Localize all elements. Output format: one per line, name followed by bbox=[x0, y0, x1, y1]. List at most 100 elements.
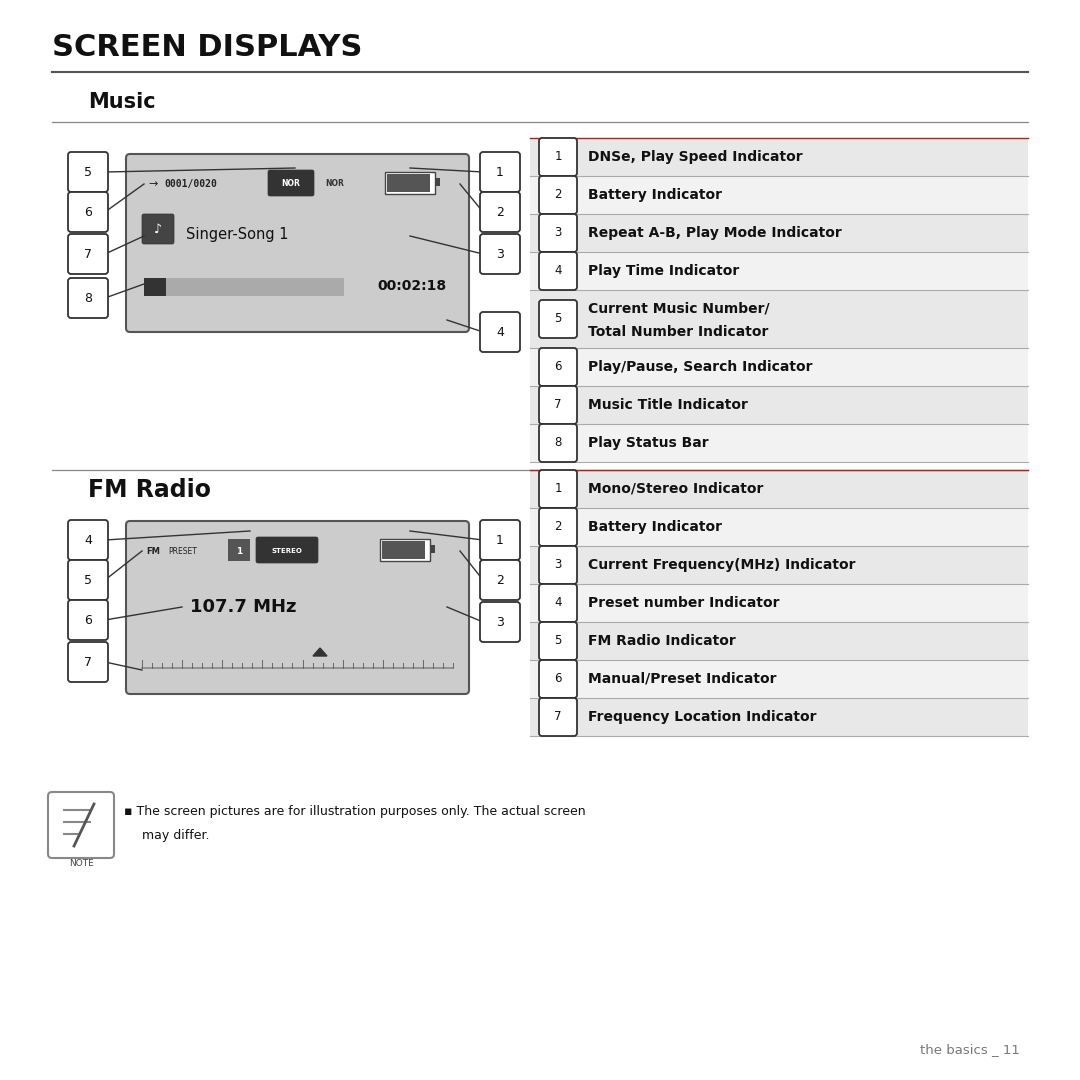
FancyBboxPatch shape bbox=[539, 698, 577, 735]
FancyBboxPatch shape bbox=[539, 584, 577, 622]
Text: FM Radio: FM Radio bbox=[87, 478, 211, 502]
Text: NOTE: NOTE bbox=[69, 860, 93, 868]
Text: PRESET: PRESET bbox=[168, 546, 197, 555]
Bar bbox=[144, 278, 345, 296]
FancyBboxPatch shape bbox=[480, 602, 519, 642]
FancyBboxPatch shape bbox=[539, 300, 577, 338]
Bar bbox=[530, 386, 1028, 424]
FancyBboxPatch shape bbox=[539, 348, 577, 386]
FancyBboxPatch shape bbox=[539, 660, 577, 698]
Text: 6: 6 bbox=[554, 673, 562, 686]
FancyBboxPatch shape bbox=[480, 312, 519, 352]
FancyBboxPatch shape bbox=[480, 561, 519, 600]
Bar bbox=[530, 660, 1028, 698]
Text: 107.7 MHz: 107.7 MHz bbox=[190, 598, 297, 616]
Bar bbox=[382, 541, 426, 559]
Text: 5: 5 bbox=[554, 312, 562, 325]
Text: STEREO: STEREO bbox=[271, 548, 302, 554]
FancyBboxPatch shape bbox=[480, 192, 519, 232]
Bar bbox=[530, 698, 1028, 735]
Text: 4: 4 bbox=[84, 534, 92, 546]
FancyBboxPatch shape bbox=[539, 508, 577, 546]
Bar bbox=[530, 214, 1028, 252]
Text: 6: 6 bbox=[84, 205, 92, 218]
FancyBboxPatch shape bbox=[539, 424, 577, 462]
Text: Preset number Indicator: Preset number Indicator bbox=[588, 596, 780, 610]
Bar bbox=[530, 252, 1028, 291]
Text: Play/Pause, Search Indicator: Play/Pause, Search Indicator bbox=[588, 360, 812, 374]
Text: may differ.: may differ. bbox=[141, 829, 210, 842]
Text: 3: 3 bbox=[554, 227, 562, 240]
FancyBboxPatch shape bbox=[68, 561, 108, 600]
Bar bbox=[530, 622, 1028, 660]
Text: 5: 5 bbox=[554, 634, 562, 648]
Text: SCREEN DISPLAYS: SCREEN DISPLAYS bbox=[52, 33, 363, 63]
Text: 3: 3 bbox=[554, 558, 562, 571]
Text: 3: 3 bbox=[496, 247, 504, 260]
FancyBboxPatch shape bbox=[539, 546, 577, 584]
Text: 7: 7 bbox=[84, 247, 92, 260]
Text: Frequency Location Indicator: Frequency Location Indicator bbox=[588, 710, 816, 724]
Text: Current Frequency(MHz) Indicator: Current Frequency(MHz) Indicator bbox=[588, 558, 855, 572]
Text: ▪ The screen pictures are for illustration purposes only. The actual screen: ▪ The screen pictures are for illustrati… bbox=[124, 806, 585, 819]
Text: 2: 2 bbox=[554, 521, 562, 534]
FancyBboxPatch shape bbox=[68, 600, 108, 640]
Text: 6: 6 bbox=[554, 361, 562, 374]
Text: FM: FM bbox=[146, 546, 160, 555]
FancyBboxPatch shape bbox=[539, 176, 577, 214]
Text: Battery Indicator: Battery Indicator bbox=[588, 188, 723, 202]
Text: 7: 7 bbox=[554, 711, 562, 724]
Text: 7: 7 bbox=[554, 399, 562, 411]
Text: 1: 1 bbox=[235, 546, 242, 555]
Text: NOR: NOR bbox=[282, 179, 300, 189]
FancyBboxPatch shape bbox=[68, 192, 108, 232]
FancyBboxPatch shape bbox=[539, 470, 577, 508]
Text: Play Status Bar: Play Status Bar bbox=[588, 436, 708, 450]
Text: NOR: NOR bbox=[325, 179, 343, 189]
Text: Repeat A-B, Play Mode Indicator: Repeat A-B, Play Mode Indicator bbox=[588, 226, 841, 240]
FancyBboxPatch shape bbox=[68, 278, 108, 318]
FancyBboxPatch shape bbox=[539, 214, 577, 252]
Text: Current Music Number/: Current Music Number/ bbox=[588, 301, 770, 315]
Text: ♪: ♪ bbox=[154, 222, 162, 235]
Polygon shape bbox=[313, 648, 327, 656]
Bar bbox=[530, 291, 1028, 348]
Text: 1: 1 bbox=[554, 483, 562, 496]
Bar bbox=[530, 424, 1028, 462]
Text: 1: 1 bbox=[496, 165, 504, 178]
Text: Mono/Stereo Indicator: Mono/Stereo Indicator bbox=[588, 482, 764, 496]
FancyBboxPatch shape bbox=[480, 519, 519, 561]
Bar bbox=[384, 172, 435, 194]
FancyBboxPatch shape bbox=[126, 154, 469, 332]
Text: 4: 4 bbox=[554, 596, 562, 609]
Text: FM Radio Indicator: FM Radio Indicator bbox=[588, 634, 735, 648]
Text: 2: 2 bbox=[496, 205, 504, 218]
FancyBboxPatch shape bbox=[256, 537, 318, 563]
FancyBboxPatch shape bbox=[68, 152, 108, 192]
Text: 8: 8 bbox=[84, 292, 92, 305]
Text: 7: 7 bbox=[84, 656, 92, 669]
Text: 4: 4 bbox=[554, 265, 562, 278]
Text: 0001/0020: 0001/0020 bbox=[164, 179, 217, 189]
Bar bbox=[228, 539, 249, 561]
FancyBboxPatch shape bbox=[480, 234, 519, 274]
Text: Play Time Indicator: Play Time Indicator bbox=[588, 264, 739, 278]
Bar bbox=[530, 584, 1028, 622]
Text: 1: 1 bbox=[554, 150, 562, 163]
FancyBboxPatch shape bbox=[141, 214, 174, 244]
FancyBboxPatch shape bbox=[539, 138, 577, 176]
FancyBboxPatch shape bbox=[539, 622, 577, 660]
Text: Battery Indicator: Battery Indicator bbox=[588, 519, 723, 534]
Bar bbox=[530, 138, 1028, 176]
Text: Singer-Song 1: Singer-Song 1 bbox=[186, 227, 288, 242]
Text: 00:02:18: 00:02:18 bbox=[378, 279, 447, 293]
Text: Manual/Preset Indicator: Manual/Preset Indicator bbox=[588, 672, 777, 686]
Bar bbox=[530, 176, 1028, 214]
Text: 6: 6 bbox=[84, 613, 92, 626]
Text: 4: 4 bbox=[496, 325, 504, 338]
Text: →: → bbox=[148, 179, 158, 189]
Text: 3: 3 bbox=[496, 616, 504, 629]
Bar bbox=[435, 178, 440, 186]
FancyBboxPatch shape bbox=[68, 642, 108, 681]
FancyBboxPatch shape bbox=[268, 170, 314, 195]
